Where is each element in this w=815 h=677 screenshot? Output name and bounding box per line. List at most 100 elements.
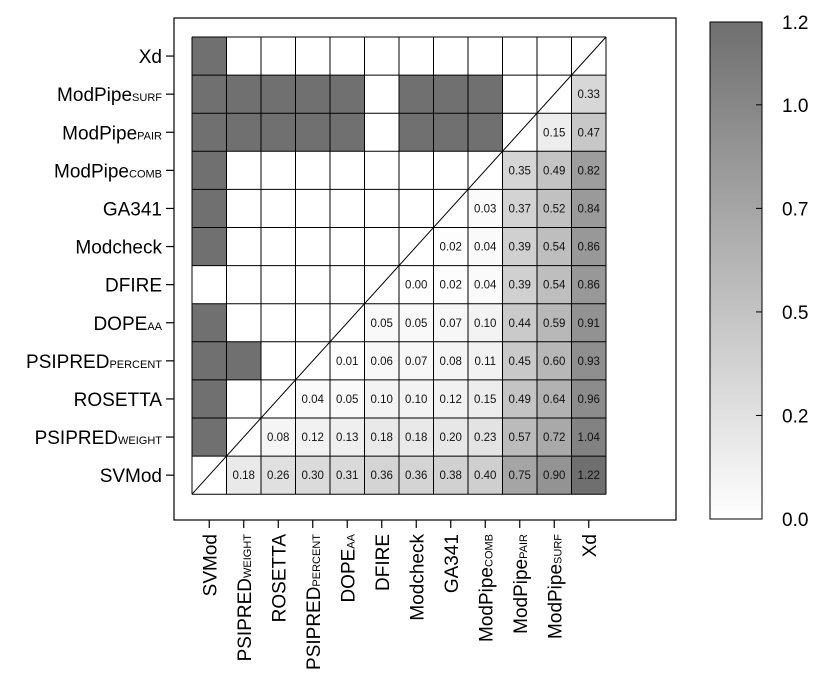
heatmap-cell	[502, 75, 537, 114]
heatmap-cell	[468, 341, 503, 380]
heatmap-cell	[192, 303, 227, 342]
row-label: Modcheck	[75, 238, 162, 259]
heatmap-cell	[571, 341, 606, 380]
heatmap-cell	[192, 227, 227, 266]
row-label: PSIPREDPERCENT	[26, 352, 162, 373]
heatmap-cell	[295, 75, 330, 114]
heatmap-cell	[502, 265, 537, 304]
heatmap-cell	[261, 189, 296, 228]
row-labels: XdModPipeSURFModPipePAIRModPipeCOMBGA341…	[26, 47, 163, 487]
heatmap-cell	[433, 37, 468, 76]
heatmap-cell	[571, 189, 606, 228]
cell-value: 0.23	[474, 432, 496, 444]
colorbar-rect	[709, 21, 763, 520]
cell-value: 0.82	[578, 165, 600, 177]
column-label-sub: PAIR	[518, 534, 530, 559]
cell-value: 0.57	[509, 432, 531, 444]
heatmap-cell	[468, 418, 503, 457]
heatmap-cell	[261, 75, 296, 114]
row-label-sub: PERCENT	[109, 359, 162, 371]
heatmap-cell	[399, 303, 434, 342]
heatmap-cell	[364, 113, 399, 152]
heatmap-cell	[192, 113, 227, 152]
heatmap-cell	[295, 303, 330, 342]
column-label: Modcheck	[407, 534, 428, 621]
heatmap-cell	[330, 341, 365, 380]
cell-value: 0.10	[405, 394, 427, 406]
cell-value: 0.72	[543, 432, 565, 444]
heatmap-cell	[571, 418, 606, 457]
heatmap-cell	[502, 379, 537, 418]
cell-value: 0.05	[405, 318, 427, 330]
heatmap-cell	[537, 418, 572, 457]
heatmap-cell	[364, 37, 399, 76]
column-label: ModPipePAIR	[511, 534, 532, 634]
column-label-main: ModPipe	[511, 559, 532, 634]
heatmap-cell	[468, 456, 503, 495]
heatmap-cell	[330, 113, 365, 152]
row-label: Xd	[139, 47, 162, 68]
cell-value-labels: 0.33 0.15 0.47 0.35 0.49 0.82 0.03 0.37 0.52 0.84…	[233, 89, 601, 482]
row-label: ModPipeCOMB	[54, 161, 162, 182]
heatmap-cell	[433, 227, 468, 266]
row-label-sub: PAIR	[137, 130, 162, 142]
cell-value: 0.96	[578, 394, 600, 406]
column-label-sub: AA	[345, 533, 357, 548]
heatmap-cell	[502, 37, 537, 76]
column-label-main: PSIPRED	[235, 578, 256, 661]
cell-value: 0.12	[440, 394, 462, 406]
axes	[166, 55, 590, 528]
column-label-main: ModPipe	[545, 564, 566, 639]
heatmap-cell	[399, 379, 434, 418]
cell-value: 0.35	[509, 165, 531, 177]
heatmap-cell	[433, 341, 468, 380]
heatmap-cell	[468, 113, 503, 152]
cell-value: 0.31	[336, 470, 358, 482]
cell-value: 0.04	[474, 242, 497, 254]
heatmap-cell	[502, 456, 537, 495]
cell-value: 0.47	[578, 127, 600, 139]
column-label-sub: WEIGHT	[242, 534, 254, 578]
cell-value: 0.10	[474, 318, 496, 330]
heatmap-cell	[399, 456, 434, 495]
cell-value: 0.15	[474, 394, 496, 406]
colorbar-tick-label: 0.7	[782, 199, 808, 220]
heatmap-cell	[502, 418, 537, 457]
heatmap-cell	[468, 227, 503, 266]
heatmap-cell	[537, 379, 572, 418]
column-label: Xd	[580, 534, 601, 557]
heatmap-cell	[330, 227, 365, 266]
heatmap-cell	[261, 418, 296, 457]
heatmap-cell	[295, 113, 330, 152]
heatmap-cell	[537, 227, 572, 266]
cell-value: 0.20	[440, 432, 462, 444]
column-label-main: DFIRE	[373, 534, 394, 591]
heatmap-cell	[537, 456, 572, 495]
cell-value: 0.36	[371, 470, 393, 482]
cell-value: 0.00	[405, 280, 427, 292]
cell-value: 0.59	[543, 318, 565, 330]
heatmap-cell	[399, 189, 434, 228]
heatmap-cell	[226, 379, 261, 418]
row-label-main: PSIPRED	[35, 428, 118, 449]
heatmap-cell	[364, 75, 399, 114]
row-label: PSIPREDWEIGHT	[35, 428, 163, 449]
heatmap-cell	[226, 227, 261, 266]
heatmap-cell	[433, 265, 468, 304]
row-label-main: ModPipe	[54, 161, 129, 182]
heatmap-cell	[502, 341, 537, 380]
row-label-main: DFIRE	[105, 276, 162, 297]
cell-value: 0.39	[509, 280, 531, 292]
column-label-main: Xd	[580, 534, 601, 557]
row-label-main: ROSETTA	[74, 390, 163, 411]
heatmap-cell	[433, 456, 468, 495]
column-label: GA341	[442, 534, 463, 593]
row-label: DFIRE	[105, 276, 162, 297]
cell-value: 0.49	[509, 394, 531, 406]
cell-value: 0.38	[440, 470, 462, 482]
colorbar-tick-label: 0.0	[782, 510, 808, 531]
cell-value: 0.15	[543, 127, 565, 139]
row-label-main: PSIPRED	[26, 352, 109, 373]
cell-value: 0.01	[336, 356, 358, 368]
cell-value: 0.06	[371, 356, 393, 368]
